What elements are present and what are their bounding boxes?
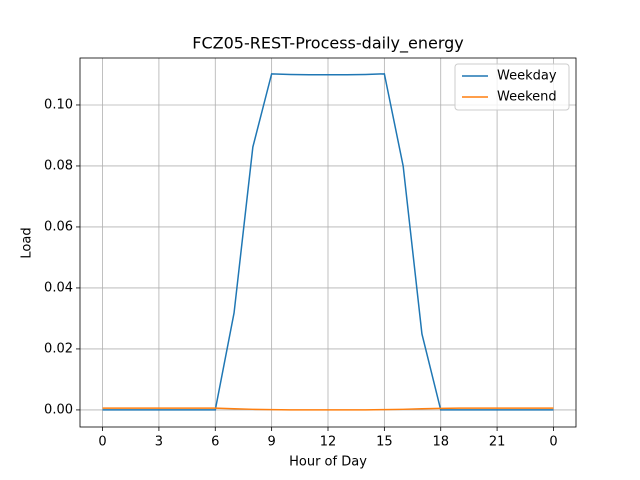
chart-title: FCZ05-REST-Process-daily_energy — [192, 34, 463, 54]
x-tick-label: 15 — [376, 435, 393, 450]
y-tick-label: 0.06 — [44, 219, 73, 234]
y-tick-label: 0.04 — [44, 280, 73, 295]
y-tick-label: 0.10 — [44, 97, 73, 112]
x-tick-label: 3 — [155, 435, 163, 450]
x-tick-label: 0 — [98, 435, 106, 450]
y-axis-label: Load — [20, 227, 35, 258]
x-tick-label: 18 — [432, 435, 449, 450]
x-tick-label: 9 — [267, 435, 275, 450]
y-tick-label: 0.00 — [44, 402, 73, 417]
x-axis-label: Hour of Day — [289, 455, 367, 470]
x-tick-label: 21 — [489, 435, 506, 450]
axes-frame — [79, 57, 577, 428]
y-tick-label: 0.08 — [44, 158, 73, 173]
y-tick-label: 0.02 — [44, 341, 73, 356]
data-line — [102, 407, 554, 411]
x-tick-label: 12 — [320, 435, 337, 450]
x-tick-label: 6 — [211, 435, 219, 450]
x-tick-label: 0 — [549, 435, 557, 450]
data-line — [102, 73, 554, 411]
legend-label: Weekday — [497, 69, 557, 84]
legend-label: Weekend — [497, 90, 557, 105]
